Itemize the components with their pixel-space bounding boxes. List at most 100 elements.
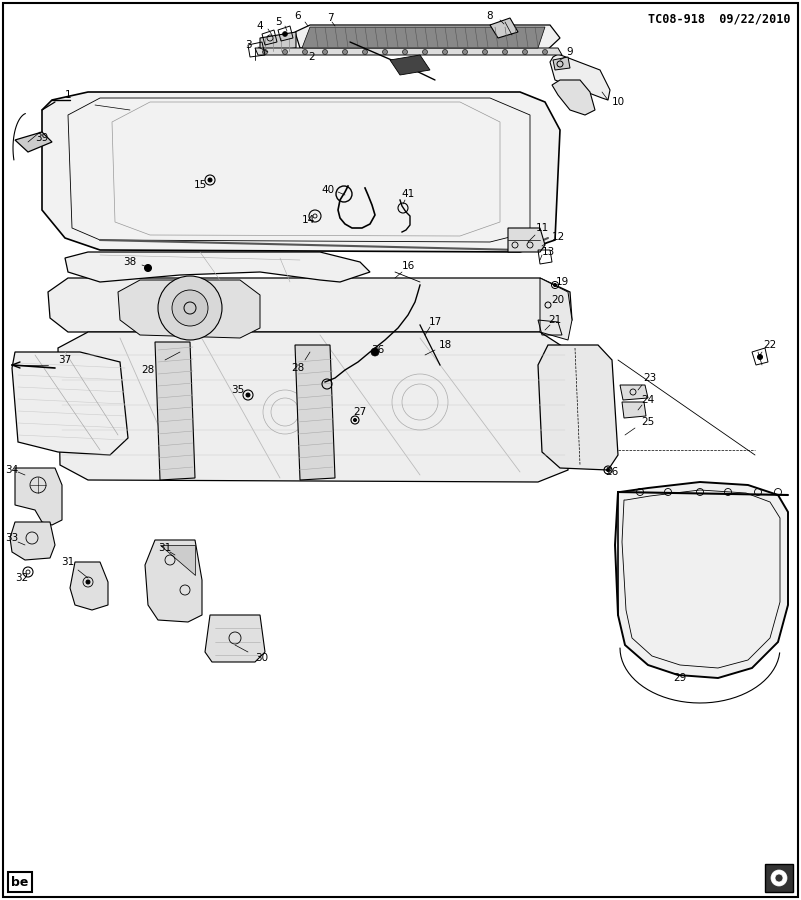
Circle shape — [553, 284, 557, 286]
Text: 29: 29 — [674, 673, 686, 683]
Text: 32: 32 — [15, 573, 29, 583]
Polygon shape — [145, 540, 202, 622]
Text: 8: 8 — [487, 11, 493, 21]
Polygon shape — [155, 342, 195, 480]
Circle shape — [402, 50, 408, 55]
Circle shape — [172, 290, 208, 326]
Polygon shape — [42, 92, 560, 252]
Polygon shape — [118, 280, 260, 338]
Circle shape — [283, 50, 288, 55]
Polygon shape — [553, 57, 570, 70]
Polygon shape — [15, 132, 52, 152]
Polygon shape — [12, 352, 128, 455]
Text: 30: 30 — [256, 653, 268, 663]
Text: 41: 41 — [401, 189, 415, 199]
Text: 28: 28 — [292, 363, 304, 373]
Text: 10: 10 — [611, 97, 625, 107]
Text: 20: 20 — [551, 295, 565, 305]
Circle shape — [758, 355, 763, 359]
Polygon shape — [70, 562, 108, 610]
Text: 11: 11 — [535, 223, 549, 233]
Polygon shape — [205, 615, 265, 662]
Text: 34: 34 — [6, 465, 18, 475]
Circle shape — [442, 50, 448, 55]
Circle shape — [343, 50, 348, 55]
Circle shape — [383, 50, 388, 55]
Circle shape — [482, 50, 488, 55]
Circle shape — [502, 50, 508, 55]
Polygon shape — [260, 32, 296, 52]
Circle shape — [353, 418, 356, 421]
Polygon shape — [550, 54, 610, 100]
Polygon shape — [48, 278, 572, 332]
Text: 5: 5 — [275, 17, 281, 27]
Polygon shape — [295, 25, 560, 52]
Circle shape — [323, 50, 328, 55]
Text: 24: 24 — [642, 395, 654, 405]
Circle shape — [422, 50, 428, 55]
Circle shape — [86, 580, 90, 584]
Polygon shape — [508, 228, 545, 252]
Text: 12: 12 — [551, 232, 565, 242]
Polygon shape — [302, 27, 545, 48]
Text: 15: 15 — [193, 180, 207, 190]
Text: 33: 33 — [6, 533, 18, 543]
Polygon shape — [15, 468, 62, 525]
Text: 31: 31 — [159, 543, 171, 553]
Circle shape — [144, 265, 151, 272]
Text: 17: 17 — [429, 317, 441, 327]
Circle shape — [542, 50, 548, 55]
Text: TC08-918  09/22/2010: TC08-918 09/22/2010 — [647, 13, 790, 26]
Text: 22: 22 — [763, 340, 777, 350]
Text: 25: 25 — [642, 417, 654, 427]
Polygon shape — [65, 252, 370, 282]
Text: 35: 35 — [231, 385, 244, 395]
Circle shape — [158, 276, 222, 340]
Circle shape — [363, 50, 368, 55]
Circle shape — [303, 50, 308, 55]
Polygon shape — [490, 18, 518, 38]
Polygon shape — [160, 545, 195, 575]
Circle shape — [283, 32, 288, 37]
Text: 3: 3 — [244, 40, 252, 50]
Circle shape — [371, 348, 379, 356]
Circle shape — [462, 50, 468, 55]
Text: 27: 27 — [353, 407, 367, 417]
Polygon shape — [540, 278, 572, 340]
Polygon shape — [622, 402, 646, 418]
Text: 38: 38 — [123, 257, 137, 267]
Text: be: be — [11, 876, 29, 888]
Polygon shape — [10, 522, 55, 560]
Text: 1: 1 — [65, 90, 71, 100]
Circle shape — [246, 393, 250, 397]
Polygon shape — [538, 345, 618, 470]
Circle shape — [775, 874, 783, 882]
Text: 2: 2 — [308, 52, 316, 62]
Circle shape — [522, 50, 528, 55]
Polygon shape — [255, 48, 562, 55]
Text: 39: 39 — [35, 133, 49, 143]
Text: 14: 14 — [301, 215, 315, 225]
Text: 16: 16 — [401, 261, 415, 271]
Circle shape — [208, 178, 212, 182]
Text: 28: 28 — [141, 365, 155, 375]
Text: 31: 31 — [62, 557, 74, 567]
Polygon shape — [390, 55, 430, 75]
Circle shape — [263, 50, 268, 55]
Text: 40: 40 — [321, 185, 335, 195]
Text: 23: 23 — [643, 373, 657, 383]
Text: 6: 6 — [295, 11, 301, 21]
Polygon shape — [615, 482, 788, 678]
Text: 18: 18 — [438, 340, 452, 350]
Circle shape — [771, 870, 787, 886]
Text: 21: 21 — [549, 315, 562, 325]
Text: 36: 36 — [372, 345, 384, 355]
Circle shape — [606, 469, 610, 472]
Polygon shape — [295, 345, 335, 480]
Polygon shape — [620, 385, 648, 400]
Polygon shape — [552, 80, 595, 115]
Text: 9: 9 — [566, 47, 574, 57]
Text: 37: 37 — [58, 355, 71, 365]
Polygon shape — [58, 332, 568, 482]
Text: 26: 26 — [606, 467, 618, 477]
